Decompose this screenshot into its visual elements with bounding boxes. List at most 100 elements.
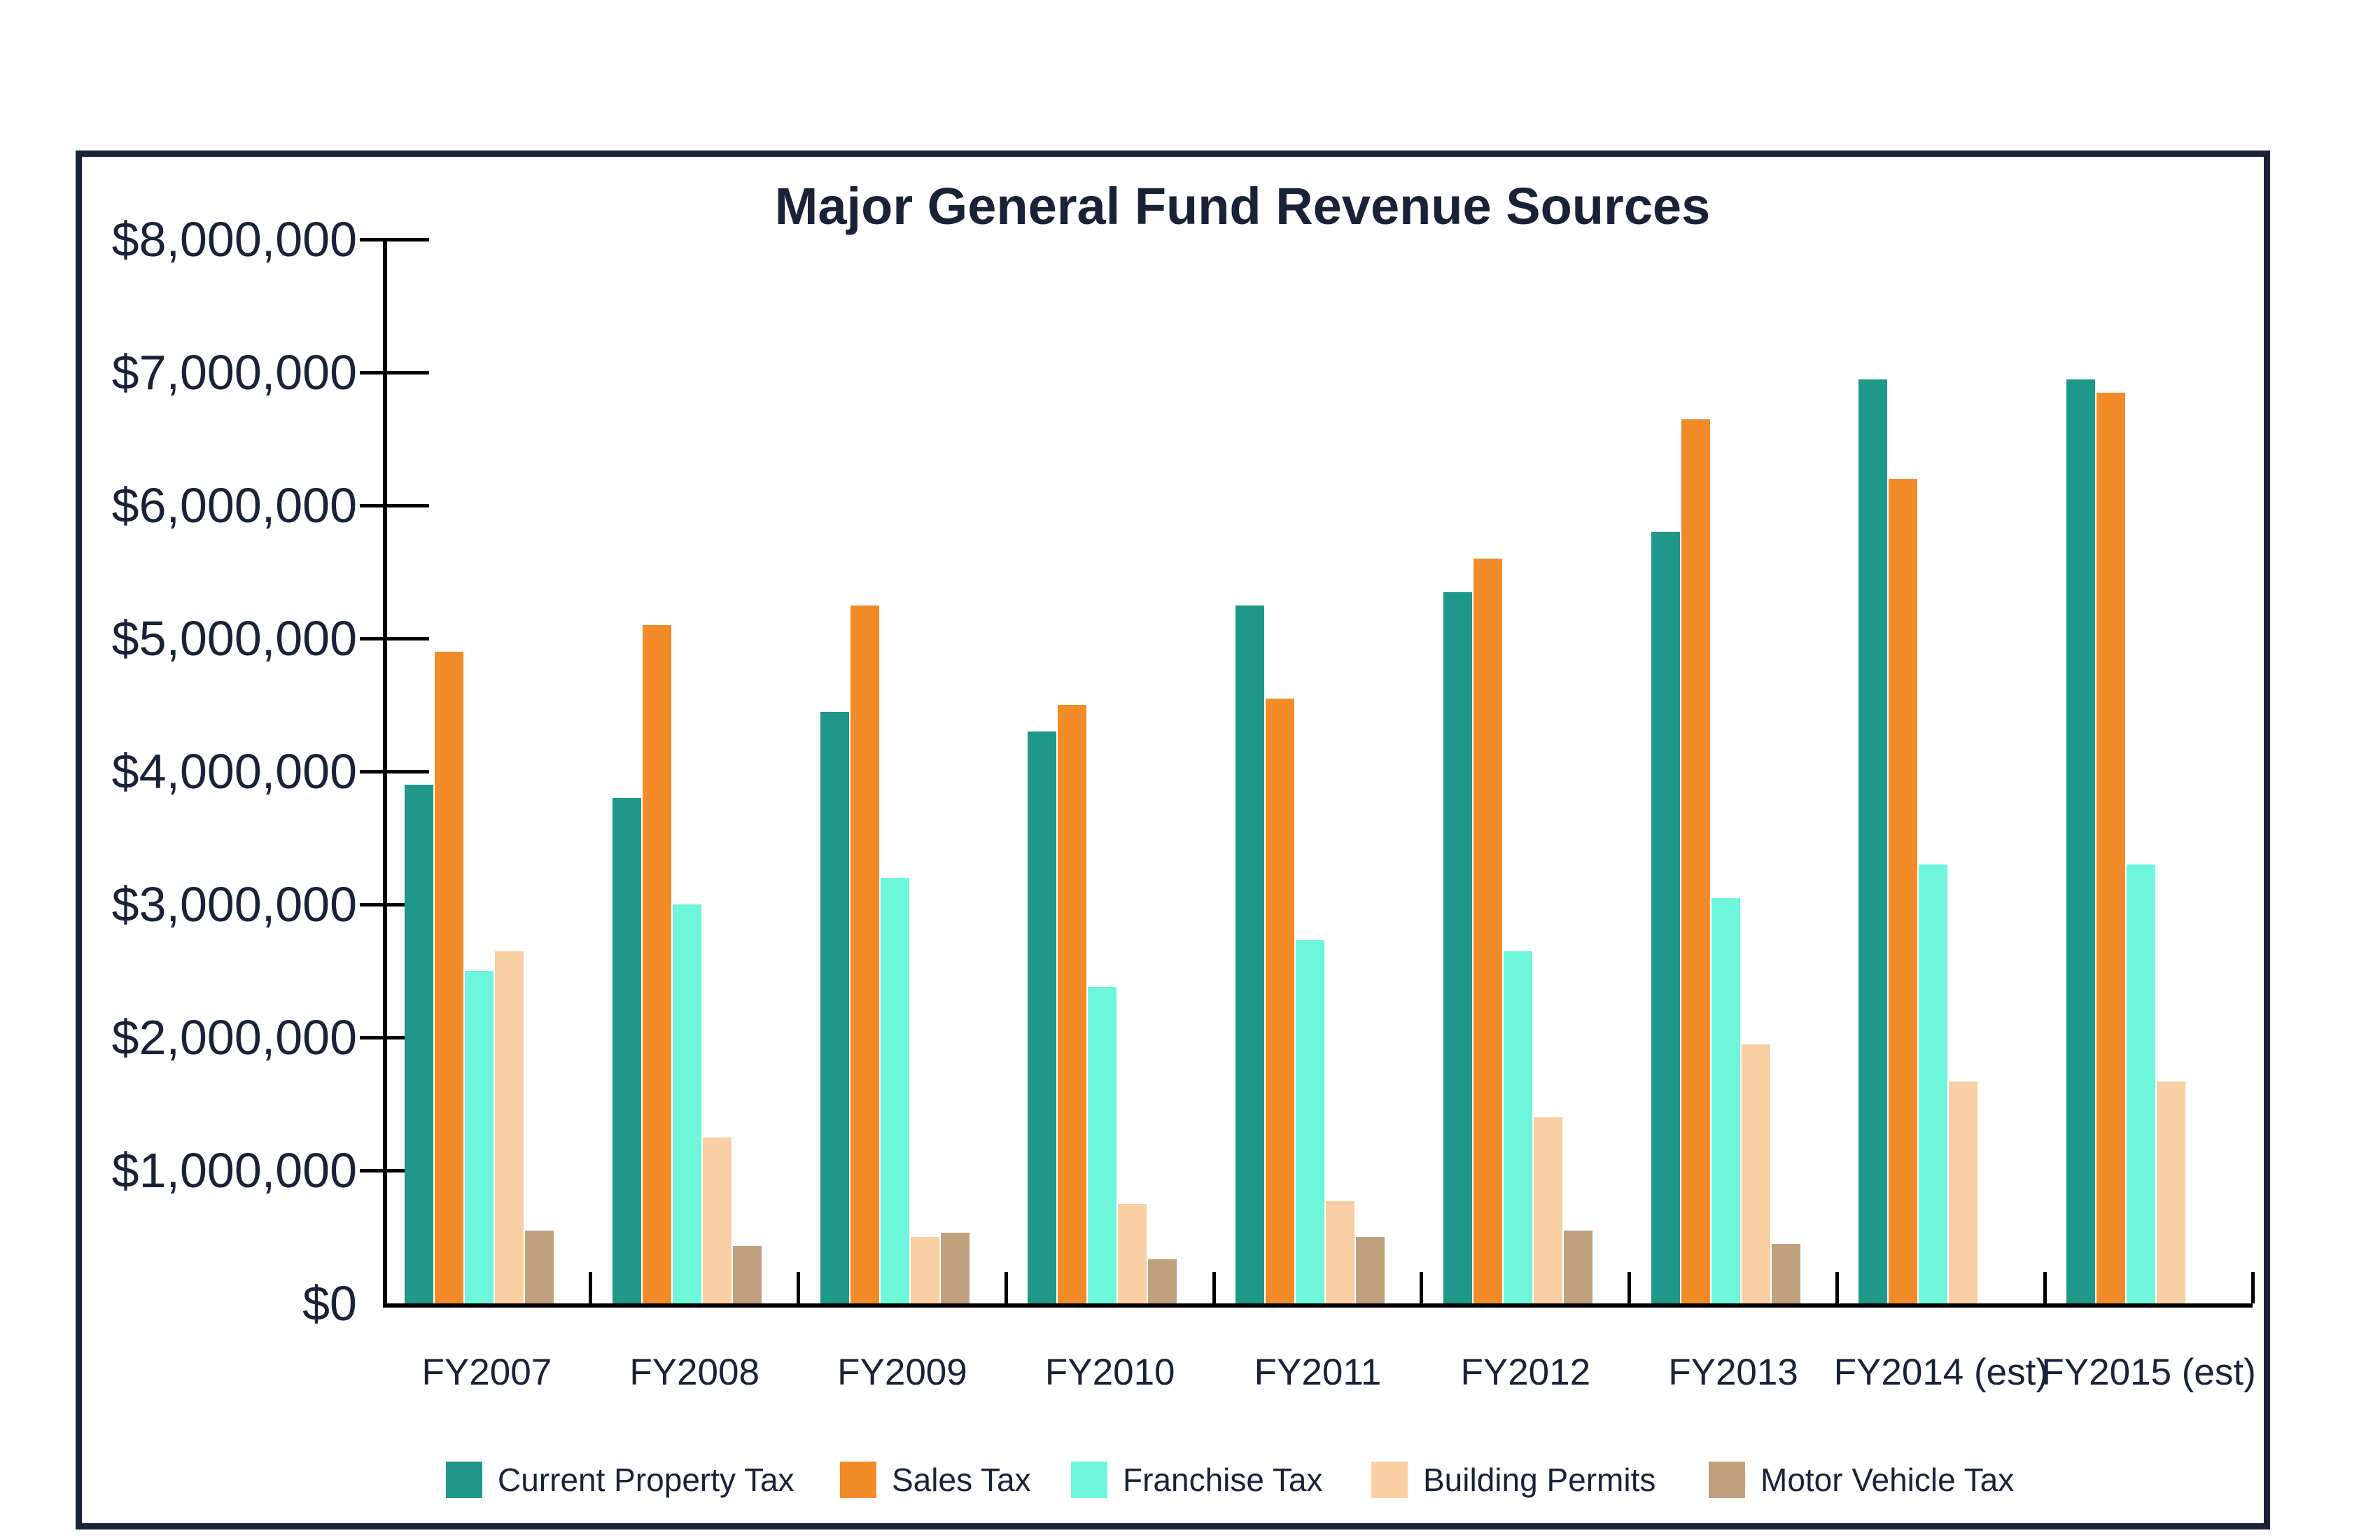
- x-axis-group-tick: [1004, 1272, 1008, 1303]
- legend-item-current-property-tax: Current Property Tax: [446, 1460, 794, 1499]
- legend-swatch: [1709, 1462, 1745, 1498]
- bar-motor-vehicle-tax: [1356, 1237, 1385, 1303]
- bar-franchise-tax: [1503, 951, 1532, 1303]
- bar-group-fy2012: [1422, 239, 1630, 1303]
- y-tick-mark: [360, 371, 429, 374]
- x-axis-group-tick: [1212, 1272, 1216, 1303]
- bar-current-property-tax: [612, 798, 641, 1303]
- legend-item-motor-vehicle-tax: Motor Vehicle Tax: [1709, 1460, 2014, 1499]
- x-category-label: FY2008: [629, 1352, 760, 1393]
- bar-group-fy2010: [1006, 239, 1214, 1303]
- y-axis-labels: $8,000,000 $7,000,000 $6,000,000 $5,000,000…: [84, 0, 357, 1540]
- bar-sales-tax: [1058, 705, 1087, 1303]
- x-category-label: FY2011: [1254, 1352, 1382, 1393]
- legend-label: Current Property Tax: [498, 1462, 794, 1498]
- y-tick-label: $4,000,000: [111, 744, 357, 799]
- x-category-label: FY2010: [1044, 1352, 1175, 1393]
- bar-current-property-tax: [1236, 605, 1265, 1303]
- bar-sales-tax: [2096, 392, 2126, 1303]
- bar-group-fy2008: [591, 239, 799, 1303]
- bar-sales-tax: [1889, 479, 1918, 1303]
- bar-current-property-tax: [405, 785, 433, 1303]
- y-tick-mark: [360, 1036, 429, 1040]
- legend-swatch: [840, 1462, 876, 1498]
- x-axis-group-tick: [1835, 1272, 1839, 1303]
- bar-franchise-tax: [1296, 940, 1325, 1303]
- bar-motor-vehicle-tax: [732, 1246, 762, 1303]
- y-tick-mark: [360, 1169, 429, 1172]
- x-category-label: FY2007: [421, 1352, 552, 1393]
- bar-franchise-tax: [1919, 864, 1948, 1303]
- bar-group-fy2007: [383, 239, 591, 1303]
- bar-motor-vehicle-tax: [940, 1233, 969, 1303]
- bar-franchise-tax: [2127, 864, 2156, 1303]
- bar-sales-tax: [1681, 419, 1710, 1303]
- bar-franchise-tax: [672, 904, 701, 1303]
- bar-motor-vehicle-tax: [1563, 1230, 1592, 1303]
- bar-sales-tax: [435, 652, 463, 1303]
- x-axis-group-tick: [1628, 1272, 1632, 1303]
- bar-sales-tax: [1473, 559, 1502, 1303]
- y-tick-label: $1,000,000: [111, 1143, 357, 1198]
- bar-franchise-tax: [880, 878, 909, 1303]
- plot-area: [360, 238, 2255, 1308]
- y-tick-mark: [360, 770, 429, 774]
- bar-building-permits: [2157, 1081, 2186, 1303]
- x-category-label: FY2013: [1668, 1352, 1798, 1393]
- bar-current-property-tax: [1028, 732, 1057, 1303]
- bar-building-permits: [1949, 1081, 1978, 1303]
- x-axis-group-tick: [1420, 1272, 1424, 1303]
- y-tick-mark: [360, 238, 429, 241]
- legend-label: Building Permits: [1423, 1462, 1656, 1498]
- legend-item-franchise-tax: Franchise Tax: [1071, 1460, 1323, 1499]
- bar-sales-tax: [642, 625, 671, 1303]
- legend-item-sales-tax: Sales Tax: [840, 1460, 1031, 1499]
- bar-motor-vehicle-tax: [1148, 1259, 1177, 1303]
- bar-current-property-tax: [1443, 592, 1472, 1303]
- bar-group-fy2015-est-: [2045, 239, 2253, 1303]
- x-axis-group-tick: [2043, 1272, 2047, 1303]
- y-tick-label: $7,000,000: [111, 345, 357, 400]
- y-tick-label: $2,000,000: [111, 1010, 357, 1065]
- bar-sales-tax: [1266, 698, 1295, 1303]
- bar-sales-tax: [850, 605, 879, 1303]
- bar-group-fy2013: [1630, 239, 1837, 1303]
- bar-current-property-tax: [1858, 379, 1888, 1303]
- bar-building-permits: [702, 1137, 732, 1303]
- y-tick-label: $8,000,000: [111, 212, 357, 267]
- bar-franchise-tax: [1088, 986, 1117, 1303]
- x-category-label: FY2014 (est): [1833, 1352, 2049, 1393]
- legend-label: Sales Tax: [892, 1462, 1031, 1498]
- y-tick-label: $0: [302, 1276, 357, 1331]
- bar-building-permits: [1326, 1200, 1355, 1303]
- chart-title: Major General Fund Revenue Sources: [774, 177, 1711, 235]
- bar-current-property-tax: [2066, 379, 2096, 1303]
- x-category-label: FY2015 (est): [2041, 1352, 2256, 1393]
- bar-building-permits: [1118, 1203, 1147, 1303]
- bar-current-property-tax: [1651, 532, 1680, 1303]
- legend-label: Franchise Tax: [1123, 1462, 1323, 1498]
- bar-franchise-tax: [465, 971, 493, 1303]
- bar-current-property-tax: [820, 711, 849, 1303]
- bar-franchise-tax: [1711, 897, 1740, 1303]
- x-axis-line: [383, 1303, 2253, 1308]
- x-axis-group-tick: [2250, 1272, 2255, 1303]
- bar-motor-vehicle-tax: [525, 1230, 554, 1303]
- bar-building-permits: [910, 1237, 939, 1303]
- x-axis-group-tick: [797, 1272, 801, 1303]
- legend-swatch: [446, 1462, 482, 1498]
- bar-group-fy2014-est-: [1837, 239, 2045, 1303]
- y-tick-mark: [360, 504, 429, 507]
- y-tick-label: $5,000,000: [111, 611, 357, 666]
- y-axis-line: [383, 239, 387, 1308]
- bar-building-permits: [1741, 1044, 1770, 1303]
- y-tick-mark: [360, 637, 429, 640]
- x-category-label: FY2009: [837, 1352, 967, 1393]
- bar-motor-vehicle-tax: [1771, 1243, 1800, 1303]
- y-tick-mark: [360, 903, 429, 906]
- legend-label: Motor Vehicle Tax: [1760, 1462, 2015, 1498]
- legend-swatch: [1371, 1462, 1408, 1498]
- x-category-label: FY2012: [1460, 1352, 1591, 1393]
- bar-building-permits: [1533, 1117, 1562, 1303]
- legend-item-building-permits: Building Permits: [1371, 1460, 1656, 1499]
